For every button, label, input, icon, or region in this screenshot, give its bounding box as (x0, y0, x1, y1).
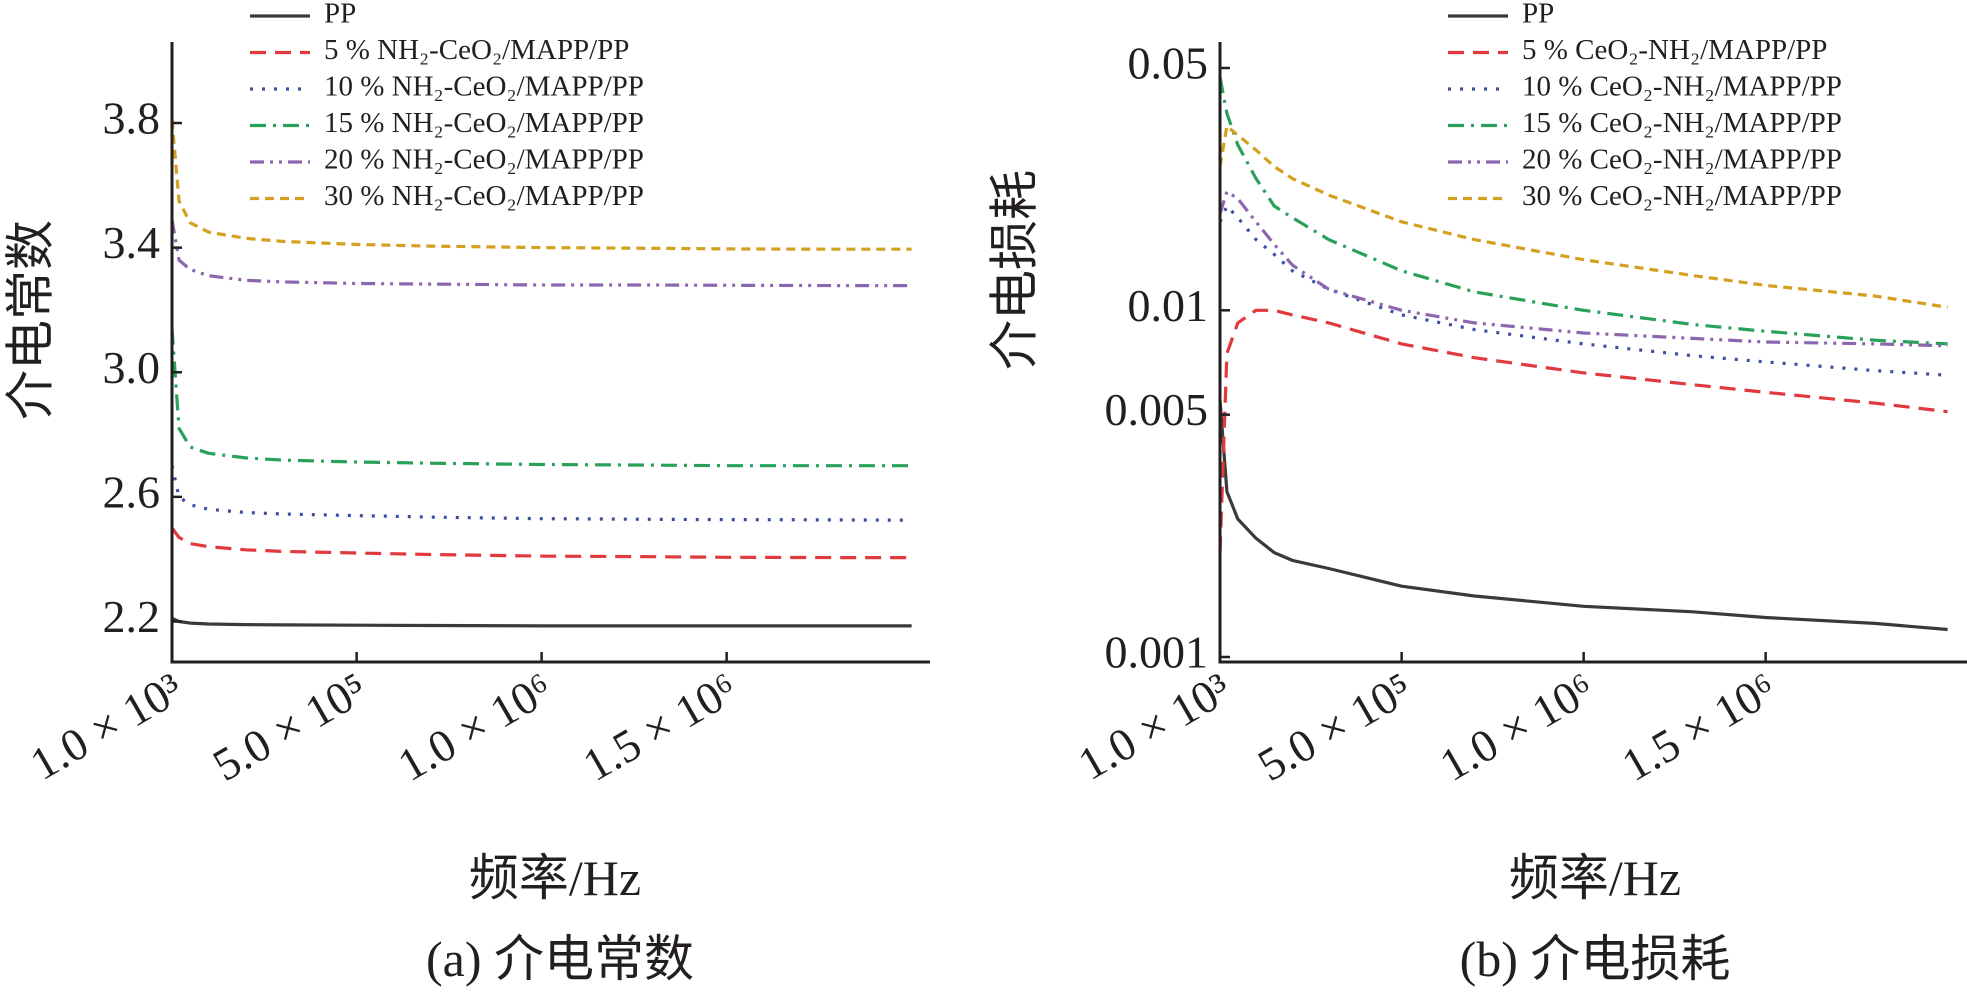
panel-a-series-line-6 (170, 119, 912, 251)
panel-b-legend-label-1: PP (1522, 0, 1554, 30)
panel-a-y-tick-label: 3.4 (103, 217, 161, 268)
panel-b-y-tick-label: 0.005 (1105, 384, 1209, 435)
panel-b-series-line-3 (1218, 204, 1948, 377)
panel-b-x-tick-label: 1.0 × 10³ (1070, 662, 1239, 789)
panel-b-dielectric-loss: 0.001 0.005 0.01 0.05 1.0 × 10³ 5.0 × 10⁵ 1.0… (986, 0, 1967, 987)
panel-a-series-line-3 (170, 465, 912, 522)
panel-b-y-axis-label: 介电损耗 (986, 170, 1042, 370)
panel-a-caption: (a) 介电常数 (426, 931, 694, 987)
panel-a-x-ticks: 1.0 × 10³ 5.0 × 10⁵ 1.0 × 10⁶ 1.5 × 10⁶ (22, 652, 746, 791)
panel-a-x-axis-label: 频率/Hz (469, 850, 641, 906)
panel-b-y-tick-label: 0.001 (1105, 627, 1209, 678)
panel-a-y-tick-label: 2.6 (103, 466, 161, 517)
panel-a-legend-label-1: PP (324, 0, 356, 30)
panel-b-y-tick-label: 0.05 (1128, 38, 1209, 89)
panel-a-legend: PP 5 % NH₂-CeO₂/MAPP/PP 10 % NH₂-CeO₂/MAPP… (250, 0, 644, 212)
panel-b-legend-label-6: 30 % CeO₂-NH₂/MAPP/PP (1522, 180, 1842, 212)
panel-b-x-tick-label: 1.0 × 10⁶ (1431, 662, 1602, 790)
panel-a-series-line-5 (170, 219, 912, 288)
panel-a-y-tick-label: 2.2 (103, 591, 161, 642)
panel-a-x-tick-label: 5.0 × 10⁵ (204, 662, 375, 790)
panel-a-legend-label-5: 20 % NH₂-CeO₂/MAPP/PP (324, 144, 644, 176)
panel-b-series-line-6 (1218, 124, 1948, 309)
panel-a-legend-label-3: 10 % NH₂-CeO₂/MAPP/PP (324, 71, 644, 103)
panel-a-series-line-4 (170, 328, 912, 468)
panel-a-y-ticks: 2.2 2.6 3.0 3.4 3.8 (103, 93, 182, 642)
panel-b-series-line-1 (1218, 400, 1948, 632)
panel-a-series-line-1 (171, 616, 912, 628)
panel-b-series-line-5 (1218, 190, 1948, 348)
panel-a-dielectric-constant: 2.2 2.6 3.0 3.4 3.8 1.0 × 10³ 5.0 × 10⁵ 1.0 × … (2, 0, 930, 987)
panel-a-series-group (170, 119, 912, 628)
panel-a-series-line-2 (170, 527, 912, 560)
panel-a-y-tick-label: 3.8 (103, 93, 161, 144)
panel-a-legend-label-4: 15 % NH₂-CeO₂/MAPP/PP (324, 107, 644, 139)
panel-b-x-tick-label: 5.0 × 10⁵ (1249, 662, 1420, 790)
panel-a-y-tick-label: 3.0 (103, 342, 161, 393)
panel-b-legend-label-5: 20 % CeO₂-NH₂/MAPP/PP (1522, 144, 1842, 176)
panel-a-legend-label-2: 5 % NH₂-CeO₂/MAPP/PP (324, 34, 629, 66)
panel-a-x-tick-label: 1.0 × 10⁶ (389, 662, 560, 790)
panel-b-legend-label-2: 5 % CeO₂-NH₂/MAPP/PP (1522, 34, 1827, 66)
panel-b-legend-label-4: 15 % CeO₂-NH₂/MAPP/PP (1522, 107, 1842, 139)
panel-b-legend: PP 5 % CeO₂-NH₂/MAPP/PP 10 % CeO₂-NH₂/MAPP… (1448, 0, 1842, 212)
panel-a-y-axis-label: 介电常数 (2, 220, 58, 420)
panel-a-x-tick-label: 1.0 × 10³ (22, 662, 191, 789)
panel-b-legend-label-3: 10 % CeO₂-NH₂/MAPP/PP (1522, 71, 1842, 103)
panel-a-x-tick-label: 1.5 × 10⁶ (574, 662, 745, 790)
panel-b-x-tick-label: 1.5 × 10⁶ (1613, 662, 1784, 790)
panel-b-series-line-2 (1218, 308, 1948, 553)
panel-b-caption: (b) 介电损耗 (1460, 931, 1731, 987)
panel-b-y-ticks: 0.001 0.005 0.01 0.05 (1105, 38, 1230, 678)
panel-b-y-tick-label: 0.01 (1128, 280, 1209, 331)
panel-a-legend-label-6: 30 % NH₂-CeO₂/MAPP/PP (324, 180, 644, 212)
panel-b-x-axis-label: 频率/Hz (1509, 850, 1681, 906)
panel-b-series-line-4 (1218, 76, 1948, 346)
panel-b-series-group (1218, 76, 1948, 632)
